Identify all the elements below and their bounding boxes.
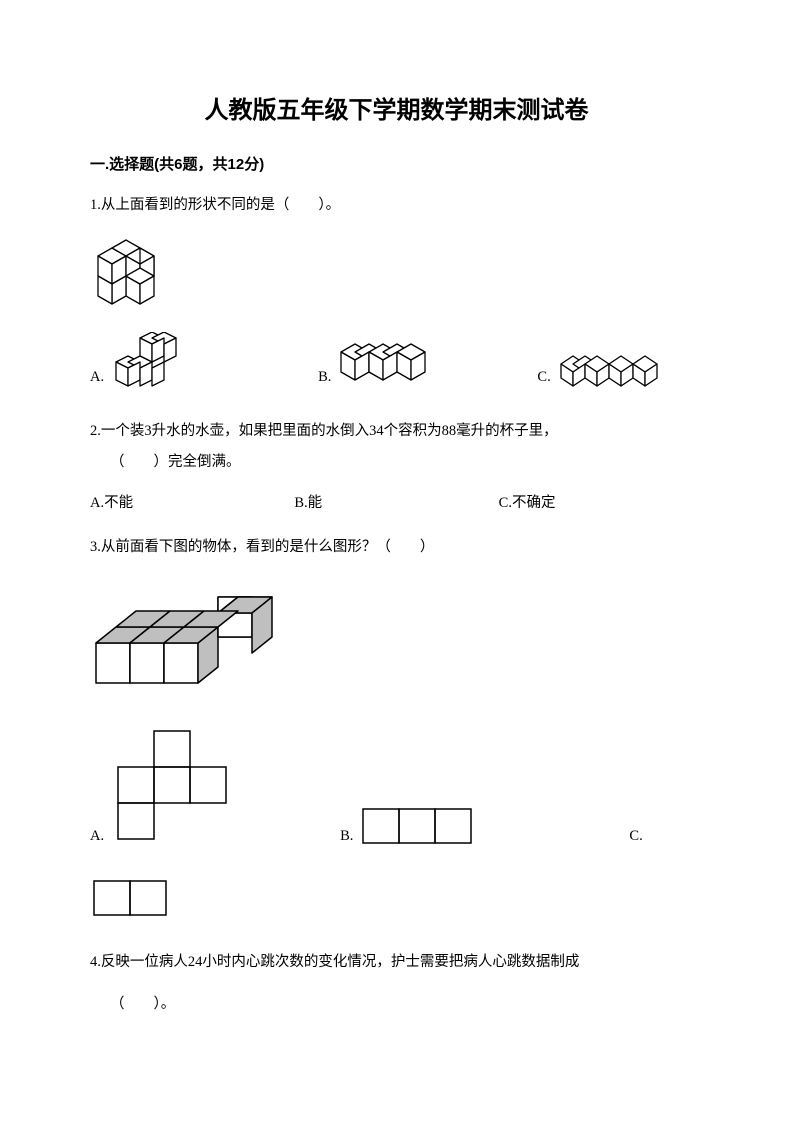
q2-options: A.不能 B.能 C.不确定 <box>90 491 703 512</box>
q3-optB-figure <box>359 805 479 847</box>
q1-optA-figure <box>110 332 188 388</box>
q1-optC-figure <box>557 352 662 388</box>
q3-optB-label: B. <box>340 828 353 847</box>
q3-optC-figure-below <box>90 877 703 919</box>
q3-options: A. B. C. <box>90 727 703 847</box>
q3-optA-label: A. <box>90 828 104 847</box>
q3-optA-figure <box>110 727 230 847</box>
q2-optB: B.能 <box>294 491 498 512</box>
q4-line1: 4.反映一位病人24小时内心跳次数的变化情况，护士需要把病人心跳数据制成 <box>90 949 703 977</box>
q3-main-figure <box>90 587 703 697</box>
q2-optC: C.不确定 <box>499 491 703 512</box>
q1-optC-label: C. <box>537 369 550 388</box>
q1-optA-label: A. <box>90 369 104 388</box>
q3-optC-label: C. <box>629 828 642 847</box>
q1-optB-label: B. <box>318 369 331 388</box>
q1-main-figure <box>90 238 703 308</box>
q2-line1: 2.一个装3升水的水壶，如果把里面的水倒入34个容积为88毫升的杯子里， <box>90 418 703 446</box>
q2-line2: （ ）完全倒满。 <box>90 449 703 477</box>
q1-optB-figure <box>337 338 437 388</box>
q2-optA: A.不能 <box>90 491 294 512</box>
q3-text: 3.从前面看下图的物体，看到的是什么图形？（ ） <box>90 534 703 562</box>
q1-text: 1.从上面看到的形状不同的是（ ）。 <box>90 192 703 220</box>
page-title: 人教版五年级下学期数学期末测试卷 <box>90 90 703 125</box>
q1-options: A. B. <box>90 332 703 388</box>
section-header: 一.选择题(共6题，共12分) <box>90 153 703 174</box>
q4-line2: （ ）。 <box>90 991 703 1019</box>
